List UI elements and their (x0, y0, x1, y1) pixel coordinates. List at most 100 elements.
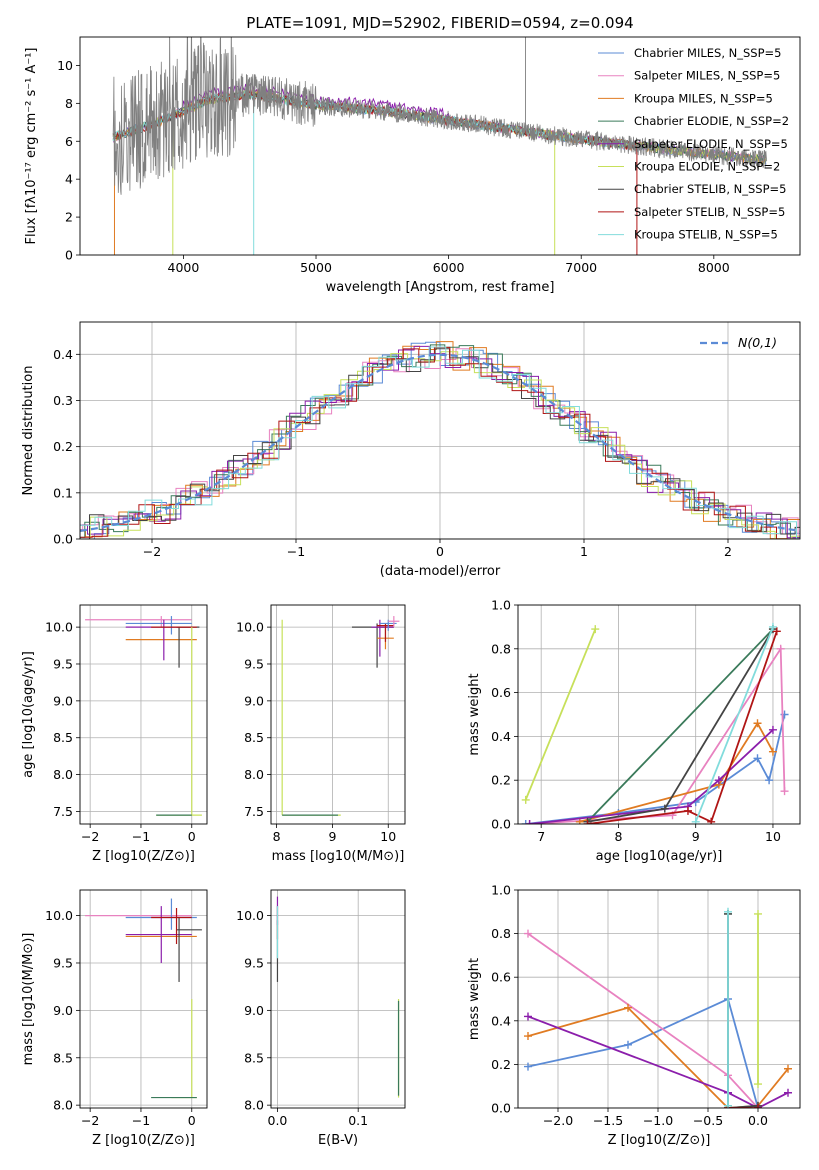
residual_hist-frame (79, 321, 801, 540)
x-tick-label: −1 (132, 1113, 150, 1128)
weight_vs_age-frame (517, 604, 801, 825)
histogram-step-line (80, 346, 800, 539)
histogram-step-line (80, 341, 800, 539)
weight-point-marker (754, 909, 762, 918)
y-tick-label: 9.0 (244, 693, 264, 708)
normal-pdf-curve (80, 353, 800, 532)
mass_vs_Z-plot-area (80, 890, 207, 1108)
y-tick-label: 8 (65, 96, 73, 111)
y-tick-label: 4 (65, 172, 73, 187)
weight-point-marker (724, 907, 732, 916)
weight-point-marker (754, 1104, 762, 1108)
y-tick-label: 0.4 (491, 729, 511, 744)
weight-series-line (524, 628, 597, 801)
x-tick-label: 1 (580, 544, 588, 559)
y-tick-label: 9.5 (244, 955, 264, 970)
age_vs_Z-plot-area (80, 605, 207, 824)
y-tick-label: 0.4 (491, 1013, 511, 1028)
weight-point-marker (753, 719, 762, 728)
age_vs_mass-marks (281, 616, 400, 816)
age_vs_mass-plot-area (271, 605, 405, 824)
y-tick-label: 0.2 (491, 1057, 511, 1072)
x-axis-label: Z [log10(Z/Z⊙)] (92, 1133, 195, 1148)
y-tick-label: 8.0 (244, 1098, 264, 1113)
x-tick-label: −1 (132, 829, 150, 844)
age_vs_Z-marks (85, 616, 202, 816)
weight-series-line (527, 997, 759, 1108)
y-tick-label: 7.5 (53, 804, 73, 819)
legend-entry: Salpeter MILES, N_SSP=5 (634, 69, 780, 83)
weight-point-marker (591, 625, 600, 634)
age_vs_mass-frame (270, 604, 406, 825)
x-tick-label: 0.1 (348, 1113, 368, 1128)
weight-series-line (529, 729, 774, 824)
x-tick-label: 9 (328, 829, 336, 844)
x-tick-label: −2 (81, 829, 99, 844)
y-tick-label: 10 (57, 58, 73, 73)
y-tick-label: 1.0 (491, 598, 511, 613)
x-tick-label: 4000 (168, 260, 200, 275)
y-tick-label: 8.5 (53, 730, 73, 745)
x-tick-label: 7 (537, 829, 545, 844)
weight-point-marker (780, 787, 789, 796)
y-tick-label: 8.5 (53, 1050, 73, 1065)
residual_hist-panel: −2 −1 0 1 2 0.0 0.1 0.2 0.3 0.4 (data-model)/error… (21, 321, 801, 579)
x-tick-label: 10 (765, 829, 781, 844)
legend-entry: Salpeter ELODIE, N_SSP=5 (634, 137, 788, 151)
y-tick-label: 8.5 (244, 730, 264, 745)
weight_vs_age-panel: 7 8 9 10 0.0 0.2 0.4 0.6 0.8 1.0 age [log10(age/yr… (467, 598, 801, 864)
legend-entry: Chabrier STELIB, N_SSP=5 (634, 182, 786, 196)
weight-point-marker (784, 1088, 792, 1097)
weight_vs_age-plot-area (518, 605, 800, 824)
y-tick-label: 10.0 (45, 620, 73, 635)
y-tick-label: 0.4 (53, 347, 73, 362)
y-tick-label: 9.5 (53, 656, 73, 671)
spectrum-panel: 4000 5000 6000 7000 8000 0 2 4 6 8 10 wavelength [A… (24, 36, 801, 295)
weight_vs_Z-frame (517, 889, 801, 1109)
x-axis-label: mass [log10(M/M⊙)] (272, 849, 405, 864)
spectrum-frame (79, 36, 801, 256)
legend-entry: Salpeter STELIB, N_SSP=5 (634, 205, 785, 219)
spectrum-marks (112, 37, 768, 255)
x-tick-label: 8 (273, 829, 281, 844)
y-tick-label: 9.5 (244, 656, 264, 671)
weight-point-marker (524, 1032, 532, 1041)
y-tick-label: 8.0 (53, 1098, 73, 1113)
y-tick-label: 0.2 (491, 773, 511, 788)
y-tick-label: 9.0 (53, 1003, 73, 1018)
legend-entry: Chabrier MILES, N_SSP=5 (634, 46, 781, 60)
x-tick-label: 8000 (698, 260, 730, 275)
mass_vs_ebv-marks (276, 896, 400, 1098)
weight-series-line (587, 631, 778, 824)
y-tick-label: 0.8 (491, 926, 511, 941)
weight-point-marker (524, 1012, 532, 1021)
legend-entry: Kroupa MILES, N_SSP=5 (634, 91, 773, 105)
y-tick-label: 9.0 (244, 1003, 264, 1018)
legend-entry: Kroupa STELIB, N_SSP=5 (634, 228, 778, 242)
weight-series-line (527, 1015, 789, 1108)
weight-point-marker (624, 1003, 632, 1012)
weight-series-line (527, 1006, 789, 1108)
x-axis-label: wavelength [Angstrom, rest frame] (326, 280, 555, 295)
weight-point-marker (683, 806, 692, 815)
age_vs_Z-panel: −2 −1 0 7.5 8.0 8.5 9.0 9.5 10.0 Z [log10(Z/Z⊙)] a… (21, 604, 208, 864)
y-tick-label: 8.0 (244, 767, 264, 782)
x-tick-label: 0 (188, 829, 196, 844)
y-tick-label: 0.2 (53, 439, 73, 454)
x-tick-label: 0.0 (748, 1113, 768, 1128)
age_vs_Z-frame (79, 604, 208, 825)
y-tick-label: 9.0 (53, 693, 73, 708)
y-axis-label: mass [log10(M/M⊙)] (21, 933, 36, 1066)
x-tick-label: −1 (287, 544, 305, 559)
y-tick-label: 8.5 (244, 1050, 264, 1065)
y-tick-label: 0.3 (53, 393, 73, 408)
data-spectrum-line (112, 37, 768, 195)
weight_vs_Z-plot-area (518, 890, 800, 1108)
spectrum-plot-area (112, 37, 768, 255)
y-tick-label: 0 (65, 248, 73, 263)
x-tick-label: −2.0 (543, 1113, 573, 1128)
x-tick-label: −1.0 (643, 1113, 673, 1128)
legend-entry: Kroupa ELODIE, N_SSP=2 (634, 160, 780, 174)
y-tick-label: 7.5 (244, 804, 264, 819)
y-tick-label: 0.0 (491, 1101, 511, 1116)
